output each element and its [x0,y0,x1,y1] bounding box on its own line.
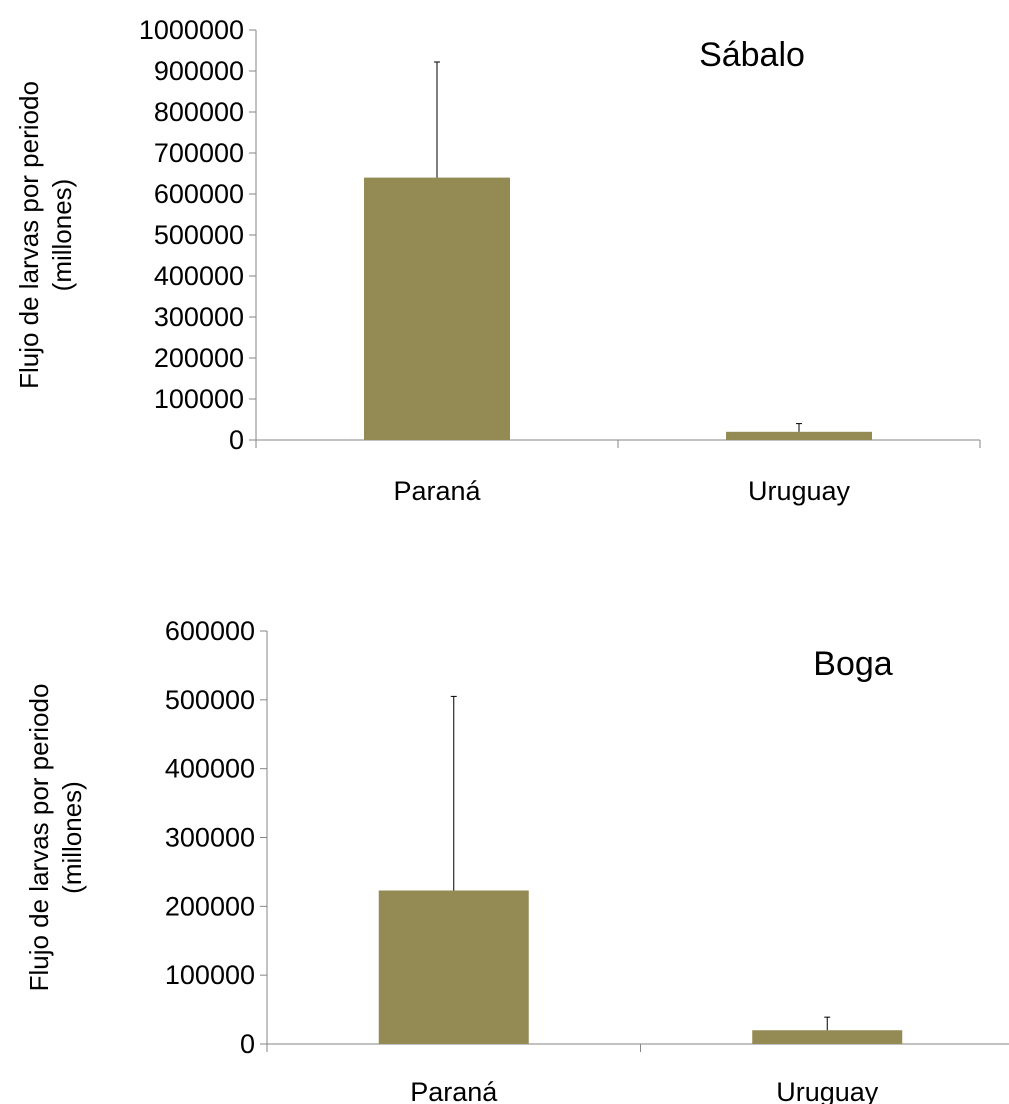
y-tick-label: 400000 [165,754,255,784]
y-tick-label: 100000 [165,960,255,990]
y-tick-label: 500000 [154,220,244,250]
y-axis-title: Flujo de larvas por periodo (millones) [14,81,77,389]
y-tick-label: 500000 [165,685,255,715]
y-axis-title-line: Flujo de larvas por periodo [24,684,54,992]
x-category-label: Paraná [393,476,481,506]
y-tick-label: 800000 [154,97,244,127]
y-tick-label: 600000 [165,616,255,646]
bar-uruguay [752,1030,903,1044]
bar-paran [364,177,510,440]
x-category-label: Paraná [410,1077,498,1104]
y-axis-title-line: (millones) [47,179,77,292]
y-tick-label: 700000 [154,138,244,168]
y-tick-label: 200000 [165,891,255,921]
y-tick-label: 1000000 [139,15,244,45]
y-tick-label: 600000 [154,179,244,209]
species-label: Boga [813,645,892,683]
x-category-label: Uruguay [776,1077,879,1104]
chart-boga: 0 100000 200000 300000 400000 500000 600000 Par… [24,616,1009,1104]
y-tick-label: 0 [229,425,244,455]
y-tick-label: 0 [240,1029,255,1059]
chart-sabalo: 0 100000 200000 300000 400000 500000 600000 700… [14,15,981,506]
y-tick-label: 200000 [154,343,244,373]
y-tick-label: 300000 [154,302,244,332]
species-label: Sábalo [699,36,805,74]
y-axis-title-line: (millones) [57,781,87,894]
y-axis-title: Flujo de larvas por periodo (millones) [24,684,87,992]
y-tick-label: 400000 [154,261,244,291]
y-tick-label: 100000 [154,384,244,414]
bar-uruguay [726,431,872,440]
bar-paran [378,890,529,1044]
y-axis-title-line: Flujo de larvas por periodo [14,81,44,389]
y-tick-label: 300000 [165,823,255,853]
y-tick-label: 900000 [154,56,244,86]
x-category-label: Uruguay [748,476,851,506]
